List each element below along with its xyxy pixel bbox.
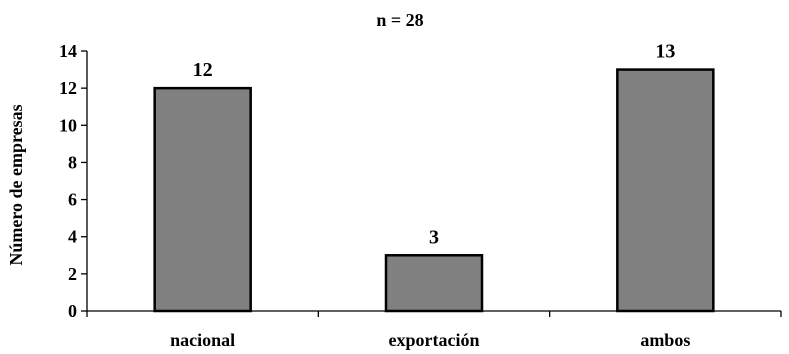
bar-nacional xyxy=(153,86,252,313)
y-tick-label: 8 xyxy=(68,152,77,172)
x-tick-label: ambos xyxy=(640,330,690,350)
bar-ambos xyxy=(616,68,715,313)
data-label: 13 xyxy=(655,41,675,63)
chart-title: n = 28 xyxy=(376,10,423,30)
y-tick-label: 4 xyxy=(68,227,77,247)
x-tick-label: exportación xyxy=(389,330,480,350)
bar-exportación xyxy=(384,254,484,313)
y-tick-label: 6 xyxy=(68,190,77,210)
y-tick-label: 2 xyxy=(68,264,77,284)
plot-area: 0 2 4 6 8 10 12 14 12 nacional 3 exportación 13 ambos xyxy=(59,41,782,350)
y-tick-label: 14 xyxy=(59,41,77,61)
y-tick-label: 12 xyxy=(59,78,77,98)
x-tick-label: nacional xyxy=(170,330,235,350)
y-axis-label: Número de empresas xyxy=(6,104,26,265)
y-tick-label: 0 xyxy=(68,301,77,321)
data-label: 3 xyxy=(429,226,439,248)
y-tick-label: 10 xyxy=(59,115,77,135)
data-label: 12 xyxy=(193,59,213,81)
